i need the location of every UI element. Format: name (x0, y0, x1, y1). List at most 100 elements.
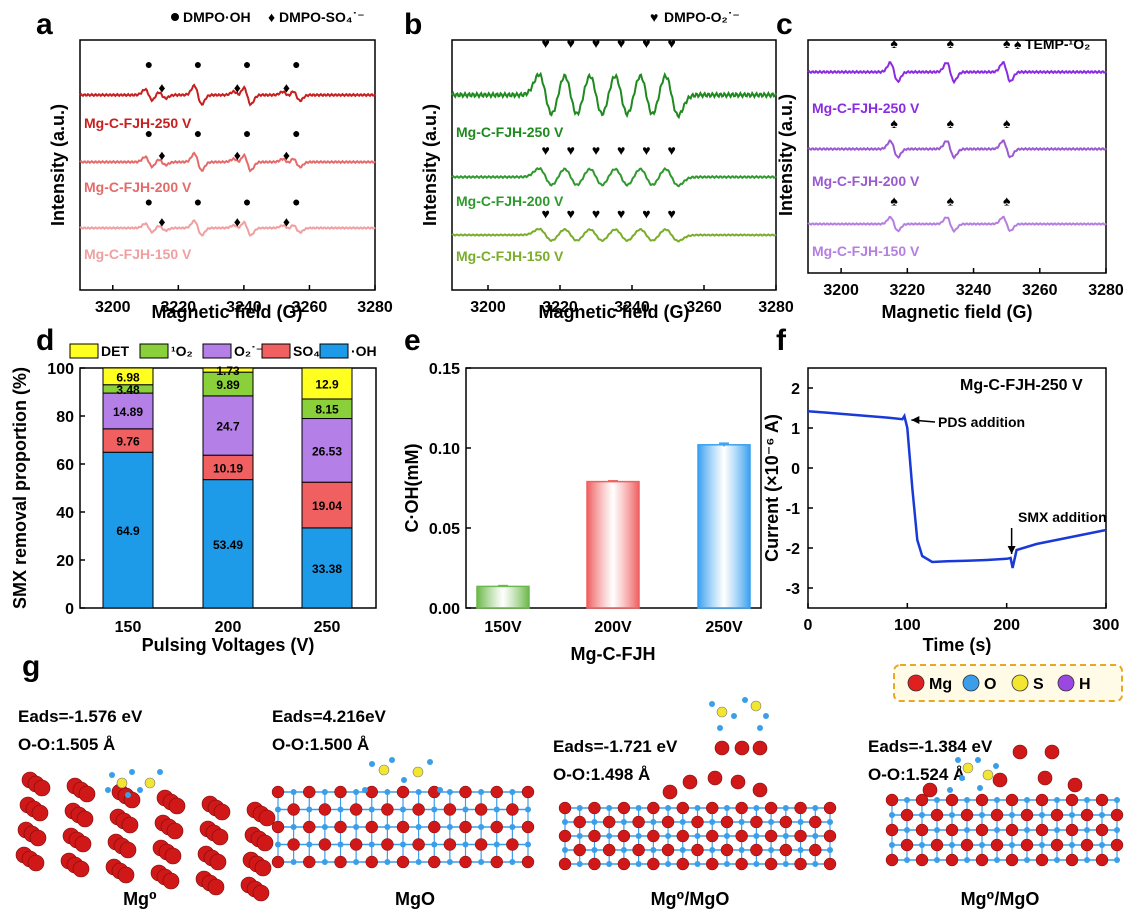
atom-mg (900, 838, 914, 852)
trace-c-Mg-C-FJH-250-V (807, 60, 1107, 85)
atom-o (389, 757, 395, 763)
xtick-label-a-3240: 3240 (226, 299, 262, 316)
atom-mg (271, 820, 285, 834)
atom-mg (960, 808, 974, 822)
panel-letter-e: e (404, 324, 421, 357)
bar-e-250V (697, 444, 751, 609)
atom-o (979, 812, 985, 818)
atom-s (716, 706, 728, 718)
bar-label-d-150-3: 3.48 (116, 383, 140, 397)
structure-mg0-mgo-b (885, 744, 1124, 867)
peak-marker-a-0-6: ♦ (283, 80, 290, 96)
structure-mgo (271, 757, 535, 869)
bar-d-250-0 (301, 527, 353, 609)
bar-label-d-250-4: 12.9 (315, 377, 339, 391)
atom-mg (975, 793, 989, 807)
xtick-label-f-200: 200 (993, 617, 1020, 634)
peak-marker-c-1-1: ♠ (947, 115, 955, 131)
xtick-label-b-3280: 3280 (758, 299, 794, 316)
peak-marker-a-0-1: ● (194, 56, 202, 72)
bar-label-d-250-0: 33.38 (312, 562, 342, 576)
atom-o (827, 847, 833, 853)
atom-mg (662, 784, 678, 800)
atom-legend-H-label: H (1079, 676, 1091, 693)
ytick-label-f-1: 1 (791, 421, 800, 438)
atom-mg (617, 857, 631, 871)
atom-o (446, 859, 453, 865)
atom-mg (334, 855, 347, 869)
atom-o (562, 819, 568, 825)
atom-mg (459, 820, 472, 834)
atom-mg (1050, 808, 1064, 822)
peak-marker-a-2-0: ● (145, 194, 153, 210)
xtick-label-c-3240: 3240 (956, 282, 992, 299)
atom-legend-Mg-swatch (907, 674, 925, 692)
atom-mg (573, 843, 586, 857)
atom-mg (459, 855, 472, 869)
atom-mg (960, 838, 974, 852)
peak-marker-c-0-1: ♠ (947, 35, 955, 51)
atom-legend: Mg O S H (907, 674, 1091, 693)
oo-2: O-O:1.498 Å (553, 765, 650, 784)
atom-mg (915, 793, 929, 807)
atom-mg (764, 829, 778, 843)
atom-o (1009, 812, 1015, 818)
atom-mg (945, 793, 959, 807)
atom-o (694, 861, 701, 867)
peak-marker-b-1-2: ♥ (592, 142, 600, 158)
atom-mg (1044, 744, 1060, 760)
atom-o (606, 833, 613, 839)
atom-mg (365, 820, 378, 834)
panel-g: g Mg O S H Eads=-1.576 eVO-O:1.505 ÅMg⁰Eads… (15, 650, 1124, 909)
atom-o (979, 842, 985, 848)
atom-s (962, 762, 974, 774)
atom-o (362, 787, 368, 793)
ytick-label-f-2: 2 (791, 381, 800, 398)
atom-o (757, 725, 763, 731)
bar-label-d-200-2: 24.7 (216, 420, 240, 434)
atom-mg (381, 838, 394, 851)
atom-mg (271, 855, 285, 869)
bar-label-d-250-1: 19.04 (312, 499, 342, 513)
traces-b: ♥ ♥ ♥ ♥ ♥ ♥ ♥ ♥ ♥ ♥ ♥ ♥ ♥ ♥ ♥ ♥ ♥ ♥ (451, 35, 777, 243)
trace-label-a-200: Mg-C-FJH-200 V (84, 179, 192, 195)
atom-o (1009, 842, 1015, 848)
atom-mg (930, 808, 944, 822)
annotation-smx: SMX addition (1018, 509, 1107, 525)
atom-o (782, 861, 789, 867)
bar-e-150V (476, 585, 530, 609)
peak-marker-c-2-0: ♠ (890, 193, 898, 209)
legend-swatch-d-2 (202, 343, 232, 359)
atom-mg (443, 803, 457, 816)
xtick-label-a-3220: 3220 (161, 299, 197, 316)
atom-mg (558, 857, 572, 871)
axes-f: 0 100 200 300 -3 -2 -1 0 1 2 (786, 381, 1120, 634)
atom-mg (734, 740, 750, 756)
peak-marker-c-1-0: ♠ (890, 115, 898, 131)
xlabel-b: Magnetic field (G) (538, 302, 689, 322)
xtick-label-a-3260: 3260 (292, 299, 328, 316)
atom-o (321, 824, 328, 830)
atom-mg (1095, 853, 1109, 867)
atom-mg (334, 820, 347, 834)
atom-mg (396, 855, 410, 869)
atom-mg (1037, 770, 1053, 786)
series-label-f: Mg-C-FJH-250 V (960, 377, 1083, 394)
atom-o (562, 847, 568, 853)
atom-o (934, 857, 940, 863)
atom-o (650, 819, 657, 825)
atom-mg (632, 815, 645, 829)
peak-marker-a-0-3: ● (292, 56, 300, 72)
bar-d-250-1 (301, 481, 353, 529)
atom-o (401, 777, 407, 783)
peak-marker-b-1-5: ♥ (667, 142, 675, 158)
atom-mg (303, 785, 316, 799)
legend-label-d-2: O₂˙⁻ (234, 343, 263, 359)
bar-label-d-150-0: 64.9 (116, 524, 140, 538)
atom-o (576, 861, 583, 867)
atom-mg (1065, 823, 1079, 837)
atom-o (1024, 827, 1030, 833)
atom-o (679, 847, 686, 853)
ytick-label-d-20: 20 (56, 553, 74, 570)
